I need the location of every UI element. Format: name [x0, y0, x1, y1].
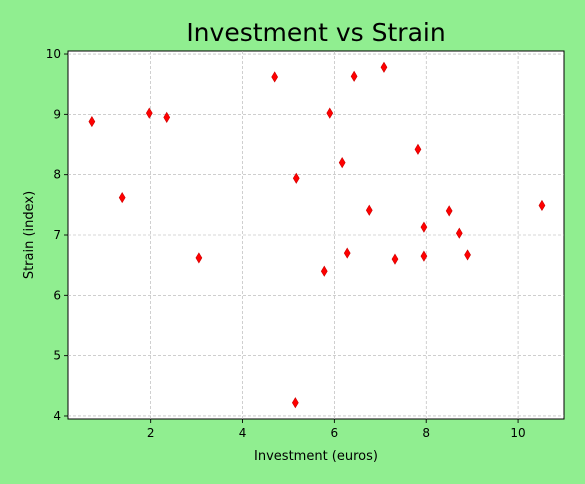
data-point [538, 199, 546, 212]
data-point [163, 111, 171, 123]
data-point [145, 107, 153, 119]
data-point [343, 247, 351, 259]
data-point [195, 252, 203, 264]
x-tick-label: 8 [422, 426, 430, 440]
data-point [88, 116, 96, 128]
x-tick-label: 4 [239, 426, 247, 440]
data-point [464, 249, 471, 261]
data-point [118, 192, 126, 204]
data-point [326, 107, 334, 119]
data-points [88, 61, 546, 409]
y-tick-label: 6 [53, 288, 61, 302]
data-point [391, 253, 399, 265]
y-tick-label: 10 [46, 47, 61, 61]
data-point [338, 157, 346, 169]
x-tick-label: 10 [510, 426, 525, 440]
ticks: 2 4 6 8 10 4 5 6 7 8 9 10 [46, 47, 526, 440]
data-point [292, 172, 300, 184]
data-point [420, 221, 428, 233]
x-tick-label: 6 [331, 426, 339, 440]
y-tick-label: 7 [53, 228, 61, 242]
y-tick-label: 4 [53, 409, 61, 423]
chart-title: Investment vs Strain [186, 18, 445, 47]
data-point [455, 227, 463, 239]
data-point [414, 143, 422, 155]
y-axis-label: Strain (index) [22, 191, 37, 279]
data-point [365, 204, 373, 216]
data-point [380, 61, 388, 73]
data-point [420, 250, 428, 262]
y-tick-label: 5 [53, 349, 61, 363]
x-axis-label: Investment (euros) [254, 449, 378, 464]
data-point [445, 205, 453, 217]
data-point [291, 397, 299, 409]
y-tick-label: 8 [53, 168, 61, 182]
x-tick-label: 2 [147, 426, 155, 440]
y-tick-label: 9 [53, 107, 61, 121]
data-point [271, 71, 279, 83]
data-point [320, 265, 328, 277]
data-point [350, 70, 358, 82]
